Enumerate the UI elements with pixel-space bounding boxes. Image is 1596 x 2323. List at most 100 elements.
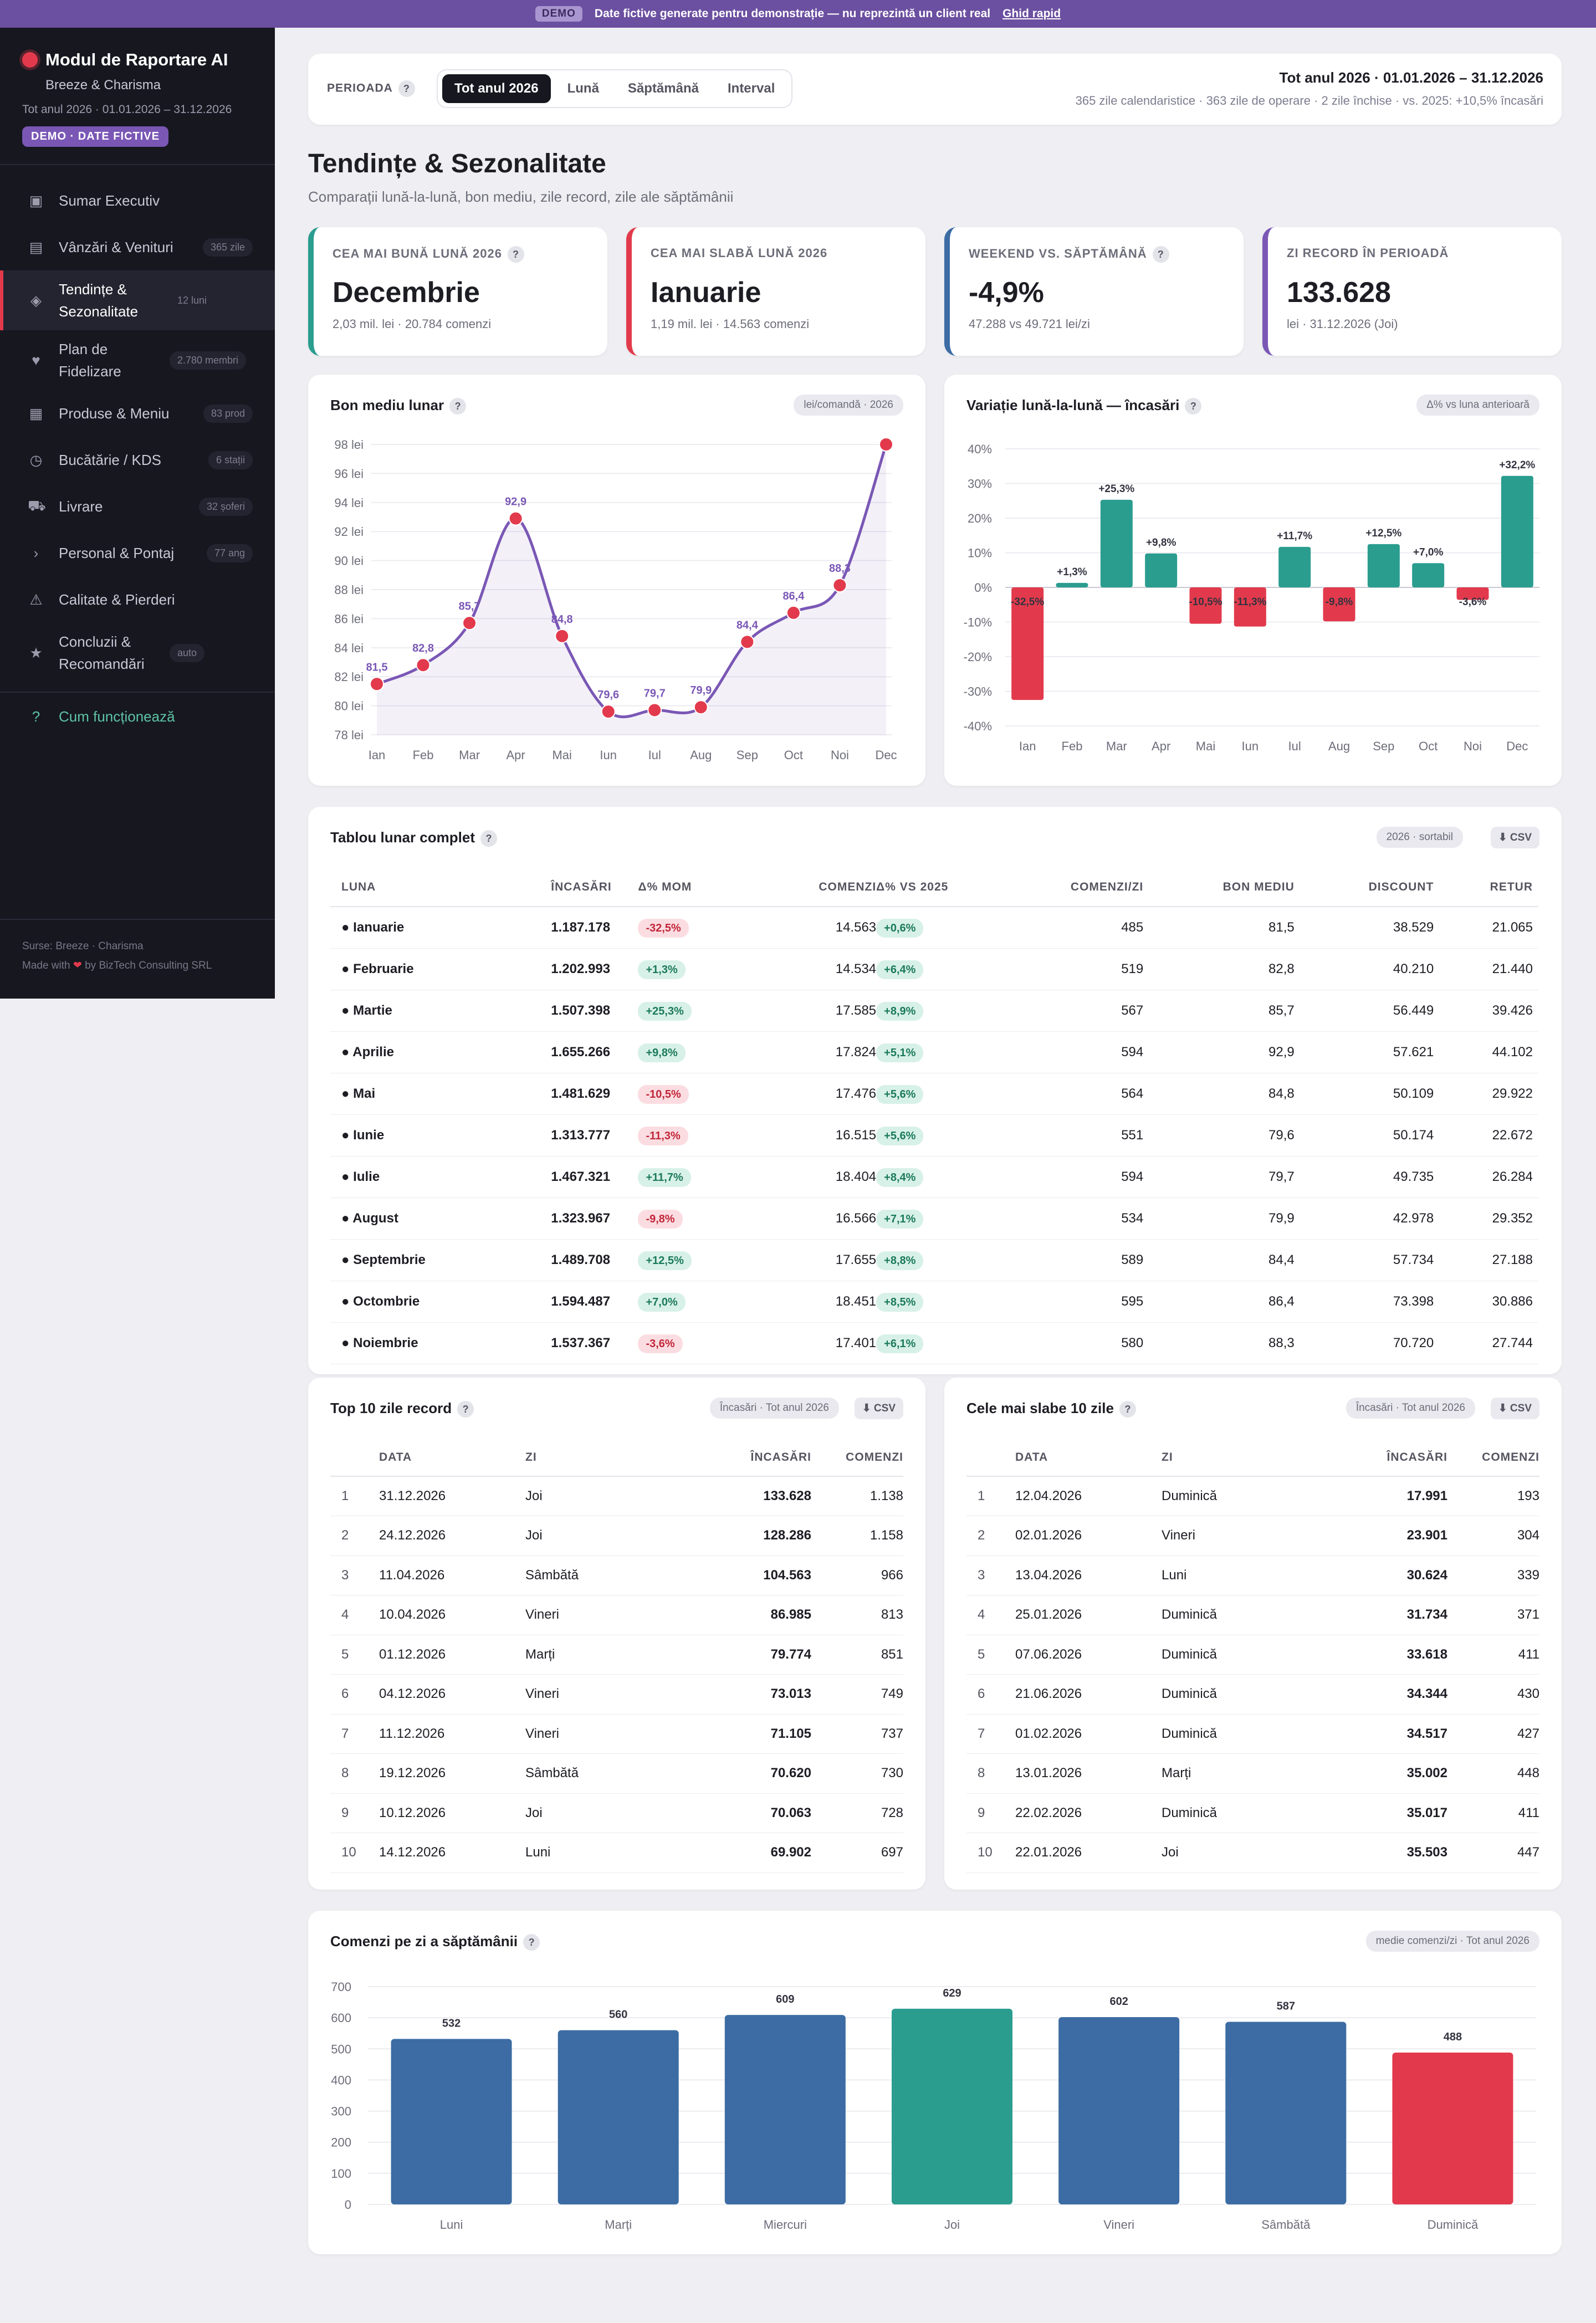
table-row[interactable]: 2 02.01.2026 Vineri 23.901 304 (966, 1516, 1539, 1556)
tab-interval[interactable]: Interval (727, 81, 775, 96)
sidebar-item-4[interactable]: ♥ Plan de Fidelizare 2.780 membri (0, 330, 275, 390)
sidebar-item-5[interactable]: ▦ Produse & Meniu 83 prod (0, 390, 275, 437)
tab-month[interactable]: Lună (567, 81, 599, 96)
table-row[interactable]: 10 14.12.2026 Luni 69.902 697 (330, 1833, 903, 1873)
nav-label: Plan de Fidelizare (59, 341, 121, 380)
kpi-help-icon[interactable]: ? (508, 246, 525, 263)
table-row[interactable]: ● Martie 1.507.398 +25,3% 17.585 +8,9% 567 85,… (330, 990, 1538, 1032)
table-row[interactable]: 9 10.12.2026 Joi 70.063 728 (330, 1793, 903, 1833)
csv-export-button[interactable]: ⬇ CSV (1490, 827, 1539, 848)
app-brand[interactable]: Modul de Raportare AI (22, 50, 253, 70)
table-row[interactable]: ● Iulie 1.467.321 +11,7% 18.404 +8,4% 594 79,7… (330, 1156, 1538, 1198)
column-header[interactable]: COMENZI (766, 868, 877, 907)
column-header[interactable]: LUNA (330, 868, 551, 907)
sidebar-item-10[interactable]: ★ Concluzii & Recomandări auto (0, 623, 275, 683)
table-row[interactable]: ● Noiembrie 1.537.367 -3,6% 17.401 +6,1% 580 8… (330, 1322, 1538, 1364)
column-header[interactable]: ÎNCASĂRI (689, 1439, 811, 1477)
table-row[interactable]: 5 01.12.2026 Marți 79.774 851 (330, 1635, 903, 1675)
table-row[interactable]: 4 25.01.2026 Duminică 31.734 371 (966, 1595, 1539, 1635)
table-cell: 1.489.708 (551, 1239, 638, 1281)
column-header[interactable]: RETUR (1434, 868, 1538, 907)
tab-week[interactable]: Săptămână (627, 81, 699, 96)
table-cell: 73.013 (689, 1674, 811, 1715)
chart-help-icon[interactable]: ? (523, 1934, 540, 1951)
column-header[interactable]: DATA (379, 1439, 525, 1477)
table-row[interactable]: 8 13.01.2026 Marți 35.002 448 (966, 1753, 1539, 1794)
table-row[interactable]: 6 04.12.2026 Vineri 73.013 749 (330, 1674, 903, 1715)
data-label: 532 (442, 2017, 461, 2029)
table-row[interactable]: 8 19.12.2026 Sâmbătă 70.620 730 (330, 1753, 903, 1794)
sidebar-item-7[interactable]: ⛟ Livrare 32 șoferi (0, 483, 275, 530)
csv-export-button[interactable]: ⬇ CSV (1490, 1398, 1539, 1419)
table-row[interactable]: ● Septembrie 1.489.708 +12,5% 17.655 +8,8% 58… (330, 1239, 1538, 1281)
column-header[interactable]: BON MEDIU (1143, 868, 1295, 907)
table-row[interactable]: 6 21.06.2026 Duminică 34.344 430 (966, 1674, 1539, 1715)
table-help-icon[interactable]: ? (480, 830, 497, 847)
table-row[interactable]: 7 01.02.2026 Duminică 34.517 427 (966, 1714, 1539, 1754)
table-cell: 85,7 (1143, 990, 1295, 1032)
how-it-works-link[interactable]: ? Cum funcționează (0, 693, 275, 740)
table-row[interactable]: 3 11.04.2026 Sâmbătă 104.563 966 (330, 1556, 903, 1595)
kpi-value: 133.628 (1287, 277, 1391, 309)
sidebar-item-9[interactable]: ⚠ Calitate & Pierderi (0, 576, 275, 623)
column-header[interactable]: ÎNCASĂRI (551, 868, 638, 907)
sidebar-item-2[interactable]: ▤ Vânzări & Venituri 365 zile (0, 224, 275, 270)
column-header[interactable]: COMENZI (1447, 1439, 1539, 1477)
column-header[interactable]: DISCOUNT (1294, 868, 1434, 907)
table-row[interactable]: ● Iunie 1.313.777 -11,3% 16.515 +5,6% 551 79,6… (330, 1114, 1538, 1157)
table-row[interactable]: 10 22.01.2026 Joi 35.503 447 (966, 1833, 1539, 1873)
table-row[interactable]: 5 07.06.2026 Duminică 33.618 411 (966, 1635, 1539, 1675)
sidebar-item-3[interactable]: ◈ Tendințe & Sezonalitate 12 luni (0, 270, 275, 330)
kpi-help-icon[interactable]: ? (1152, 246, 1169, 263)
table-cell: ● Noiembrie (330, 1322, 551, 1364)
column-header[interactable]: Δ% VS 2025 (876, 868, 1010, 907)
column-header[interactable] (330, 1439, 379, 1477)
table-row[interactable]: ● August 1.323.967 -9,8% 16.566 +7,1% 534 79,9… (330, 1198, 1538, 1240)
x-tick-label: Mar (459, 748, 480, 762)
table-cell: 737 (811, 1714, 903, 1754)
period-help-icon[interactable]: ? (398, 80, 415, 97)
column-header[interactable]: DATA (1015, 1439, 1162, 1477)
table-row[interactable]: ● Octombrie 1.594.487 +7,0% 18.451 +8,5% 595 8… (330, 1281, 1538, 1323)
table-row[interactable]: ● Ianuarie 1.187.178 -32,5% 14.563 +0,6% 485 8… (330, 907, 1538, 949)
data-label: +25,3% (1098, 483, 1134, 495)
csv-export-button[interactable]: ⬇ CSV (854, 1398, 903, 1419)
table-cell: +5,1% (876, 1031, 1010, 1073)
table-tag[interactable]: 2026 · sortabil (1376, 827, 1463, 848)
data-point (370, 677, 384, 692)
column-header[interactable]: COMENZI/ZI (1010, 868, 1144, 907)
sidebar-item-1[interactable]: ▣ Sumar Executiv (0, 177, 275, 224)
table-row[interactable]: 3 13.04.2026 Luni 30.624 339 (966, 1556, 1539, 1595)
column-header[interactable]: ZI (525, 1439, 689, 1477)
quick-guide-link[interactable]: Ghid rapid (1002, 7, 1061, 20)
table-row[interactable]: 1 31.12.2026 Joi 133.628 1.138 (330, 1476, 903, 1516)
table-row[interactable]: 7 11.12.2026 Vineri 71.105 737 (330, 1714, 903, 1754)
table-cell: 17.824 (766, 1031, 877, 1073)
kpi-label: WEEKEND VS. SĂPTĂMÂNĂ? (969, 246, 1169, 263)
table-row[interactable]: ● Aprilie 1.655.266 +9,8% 17.824 +5,1% 594 92,… (330, 1031, 1538, 1073)
column-header[interactable]: ZI (1162, 1439, 1326, 1477)
sidebar-item-6[interactable]: ◷ Bucătărie / KDS 6 stații (0, 437, 275, 483)
table-cell: 339 (1447, 1556, 1539, 1595)
table-cell: +11,7% (638, 1156, 766, 1198)
table-row[interactable]: 9 22.02.2026 Duminică 35.017 411 (966, 1793, 1539, 1833)
table-row[interactable]: 2 24.12.2026 Joi 128.286 1.158 (330, 1516, 903, 1556)
y-tick-label: 78 lei (334, 728, 364, 742)
chart-help-icon[interactable]: ? (449, 398, 467, 415)
table-row[interactable]: ● Februarie 1.202.993 +1,3% 14.534 +6,4% 519 8… (330, 948, 1538, 990)
sidebar-item-8[interactable]: › Personal & Pontaj 77 ang (0, 530, 275, 576)
chart-help-icon[interactable]: ? (1185, 398, 1202, 415)
tab-full-year[interactable]: Tot anul 2026 (442, 74, 551, 103)
table-help-icon[interactable]: ? (457, 1401, 474, 1418)
table-row[interactable]: 4 10.04.2026 Vineri 86.985 813 (330, 1595, 903, 1635)
table-cell: -11,3% (638, 1114, 766, 1157)
column-header[interactable]: ÎNCASĂRI (1326, 1439, 1447, 1477)
column-header[interactable]: COMENZI (811, 1439, 903, 1477)
column-header[interactable] (966, 1439, 1015, 1477)
table-row[interactable]: 1 12.04.2026 Duminică 17.991 193 (966, 1476, 1539, 1516)
table-help-icon[interactable]: ? (1119, 1401, 1136, 1418)
avg-ticket-chart: 78 lei 80 lei 82 lei 84 lei 86 lei 88 lei 90 l… (334, 437, 897, 762)
table-row[interactable]: ● Mai 1.481.629 -10,5% 17.476 +5,6% 564 84,8 50… (330, 1073, 1538, 1115)
x-tick-label: Oct (784, 748, 803, 762)
column-header[interactable]: Δ% MOM (638, 868, 766, 907)
